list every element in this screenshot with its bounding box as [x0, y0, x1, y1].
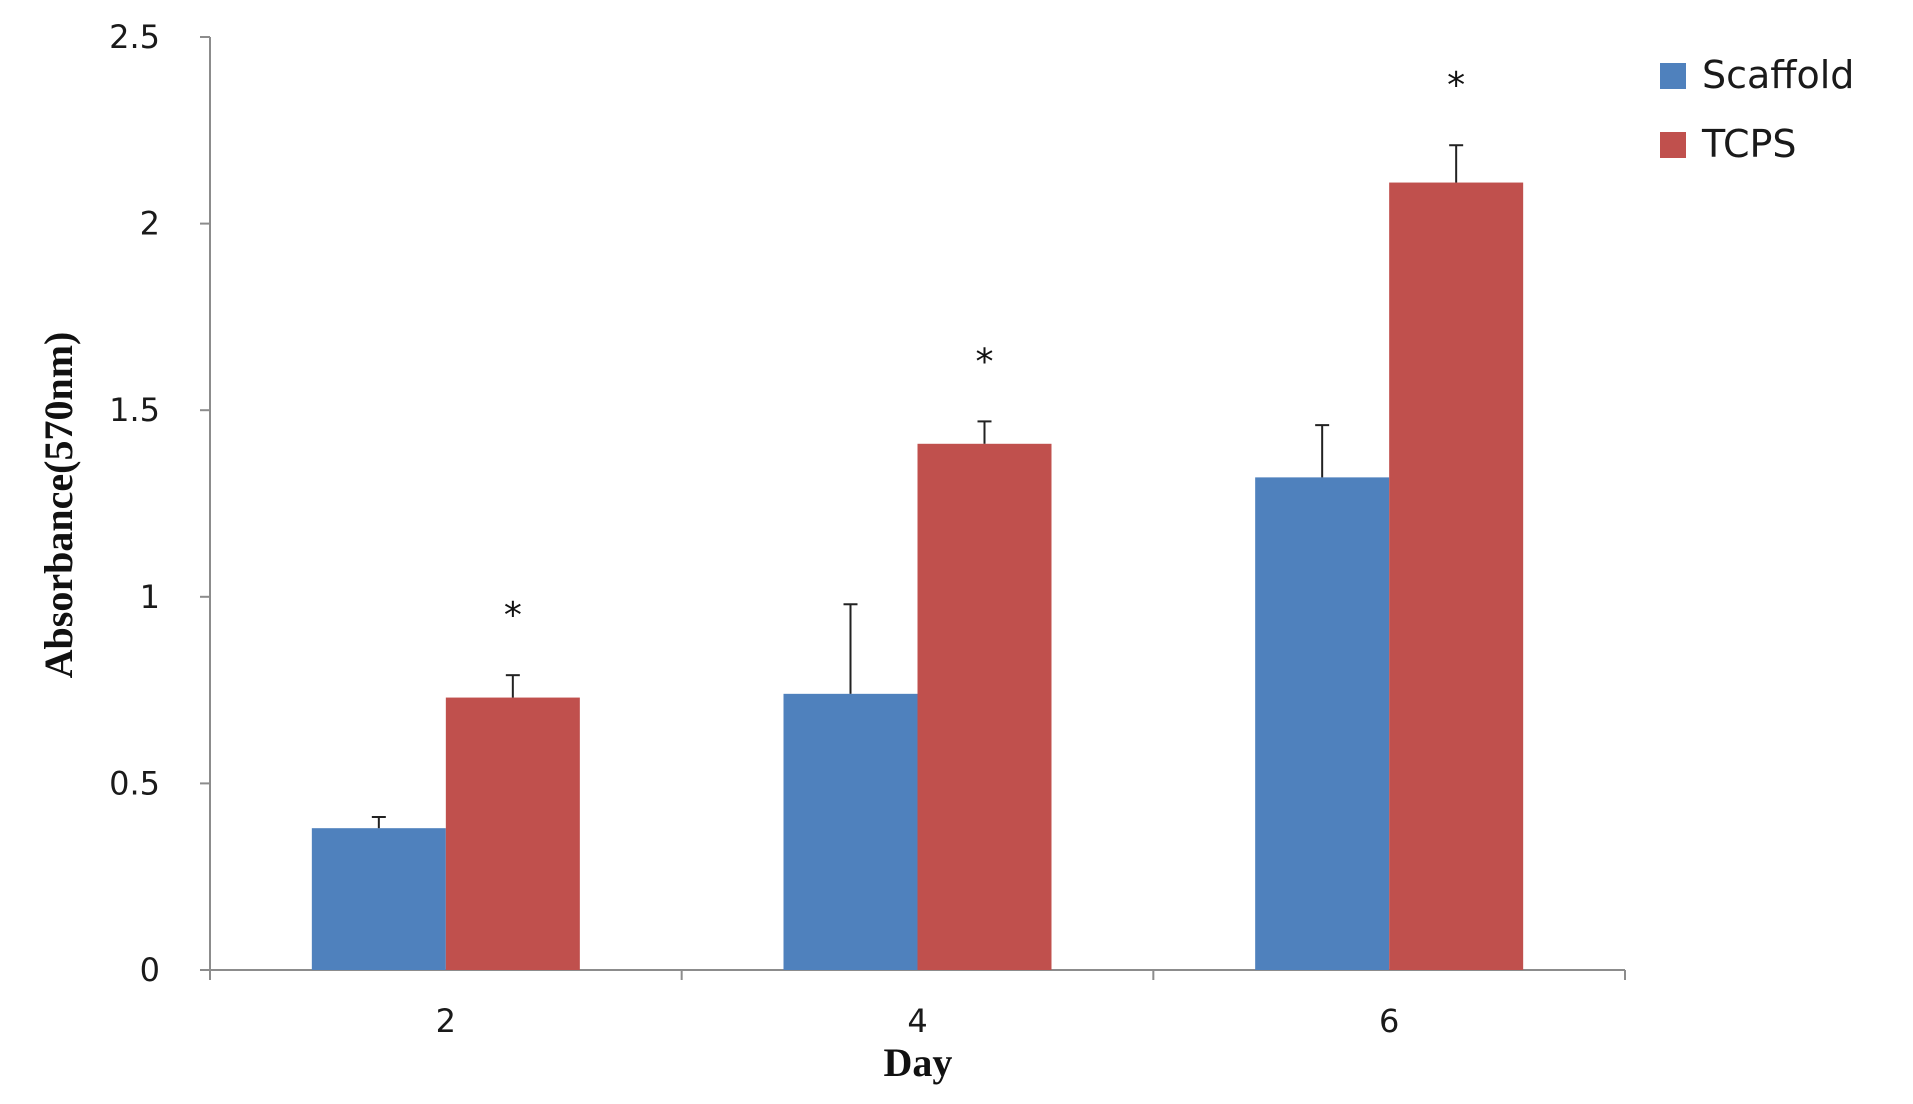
bar-tcps-day-4 [917, 443, 1052, 971]
bar-tcps-day-2 [445, 697, 580, 970]
bar-scaffold-day-6 [1255, 477, 1390, 970]
bar-scaffold-day-4 [783, 693, 918, 970]
error-bars [371, 144, 1464, 829]
significance-asterisk: * [976, 341, 994, 382]
legend: Scaffold TCPS [1660, 53, 1854, 166]
legend-swatch-scaffold [1660, 63, 1686, 89]
y-tick-label: 1.5 [109, 391, 160, 429]
legend-label-scaffold: Scaffold [1702, 53, 1854, 97]
x-tick-label: 2 [436, 1002, 456, 1040]
tick-labels: 0 0.5 1 1.5 2 2.5 2 4 6 [109, 18, 1399, 1040]
y-tick-label: 2 [140, 205, 160, 243]
x-axis-title: Day [884, 1040, 953, 1085]
bar-tcps-day-6 [1389, 182, 1524, 971]
y-axis-title: Absorbance(570nm) [36, 332, 81, 679]
legend-swatch-tcps [1660, 132, 1686, 158]
significance-asterisk: * [504, 595, 522, 636]
y-tick-label: 0.5 [109, 764, 160, 802]
y-tick-label: 2.5 [109, 18, 160, 56]
bars [311, 182, 1524, 971]
bar-scaffold-day-2 [311, 828, 446, 970]
x-tick-label: 4 [907, 1002, 927, 1040]
y-tick-label: 1 [140, 578, 160, 616]
x-tick-label: 6 [1379, 1002, 1399, 1040]
y-tick-label: 0 [140, 951, 160, 989]
legend-label-tcps: TCPS [1701, 122, 1797, 166]
significance-markers: * * * [504, 65, 1465, 636]
significance-asterisk: * [1447, 65, 1465, 106]
